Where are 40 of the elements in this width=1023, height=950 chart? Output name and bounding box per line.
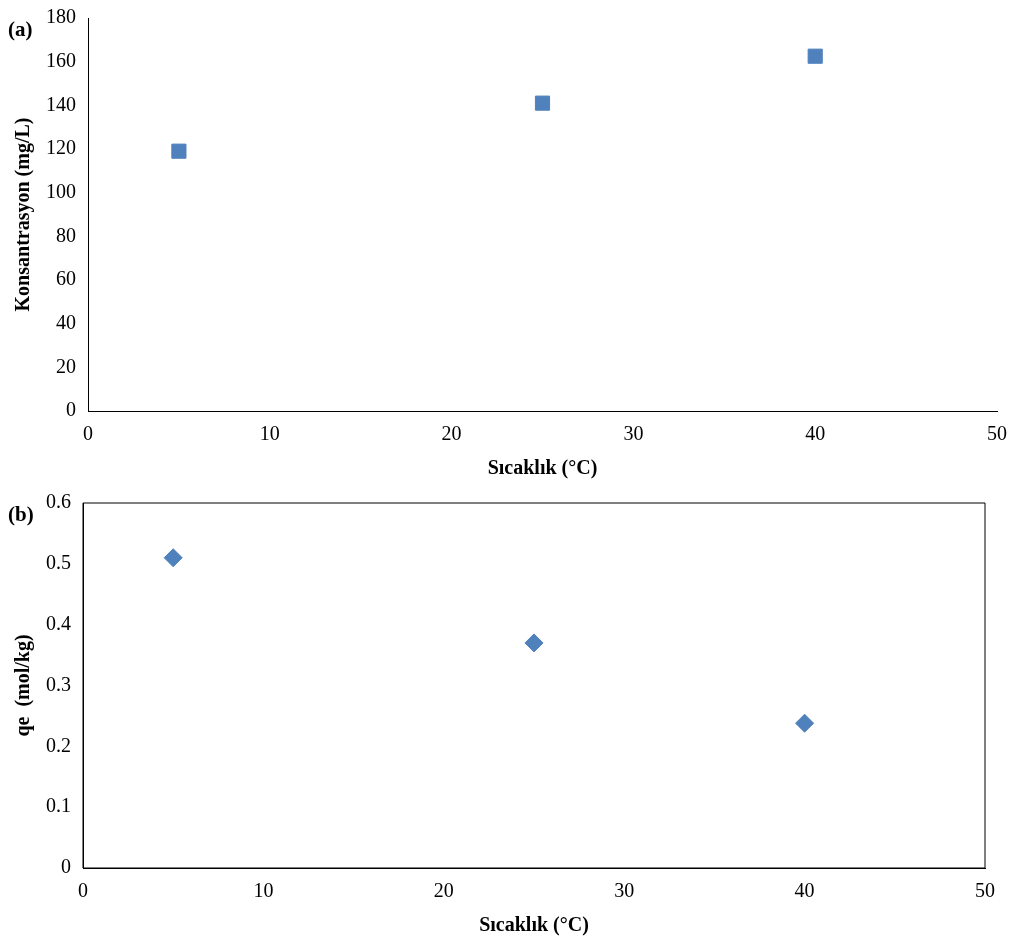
x-axis-title: Sıcaklık (°C): [479, 913, 589, 937]
x-tick-label: 40: [794, 879, 815, 902]
y-tick-label: 0.3: [46, 672, 71, 695]
y-tick-label: 0.4: [46, 611, 71, 634]
y-tick-label: 0.1: [46, 794, 71, 817]
point: [795, 713, 815, 733]
x-tick-label: 10: [253, 879, 274, 902]
y-tick-label: 120: [46, 136, 76, 159]
point: [534, 95, 551, 111]
text: (a): [8, 16, 33, 41]
x-tick-label: 50: [987, 422, 1007, 445]
y-tick-label: 0.2: [46, 733, 71, 756]
y-tick-label: 0: [66, 398, 76, 421]
y-tick-label: 0: [61, 855, 71, 878]
x-tick-label: 30: [614, 879, 635, 902]
x-axis-title: Sıcaklık (°C): [487, 456, 598, 480]
text: (b): [8, 501, 34, 526]
point: [171, 143, 187, 159]
y-axis-title: Konsantrasyon (mg/L): [11, 117, 35, 312]
point: [807, 48, 823, 64]
y-tick-label: 60: [56, 267, 76, 290]
y-tick-label: 160: [46, 48, 76, 71]
x-tick-label: 20: [441, 422, 462, 445]
point: [163, 548, 183, 568]
x-tick-label: 0: [83, 422, 93, 445]
x-tick-label: 50: [975, 879, 995, 902]
y-tick-label: 0.5: [46, 551, 71, 574]
y-axis-title: qe (mol/kg): [11, 634, 35, 737]
y-tick-label: 140: [46, 92, 76, 115]
y-tick-label: 100: [46, 179, 76, 202]
y-tick-label: 20: [56, 354, 76, 377]
point: [524, 633, 544, 653]
x-tick-label: 20: [433, 879, 454, 902]
x-tick-label: 30: [623, 422, 644, 445]
x-tick-label: 40: [805, 422, 826, 445]
x-tick-label: 10: [259, 422, 280, 445]
y-tick-label: 40: [56, 310, 76, 333]
y-tick-label: 80: [56, 223, 76, 246]
y-tick-label: 180: [46, 5, 76, 28]
y-tick-label: 0.6: [46, 490, 71, 513]
